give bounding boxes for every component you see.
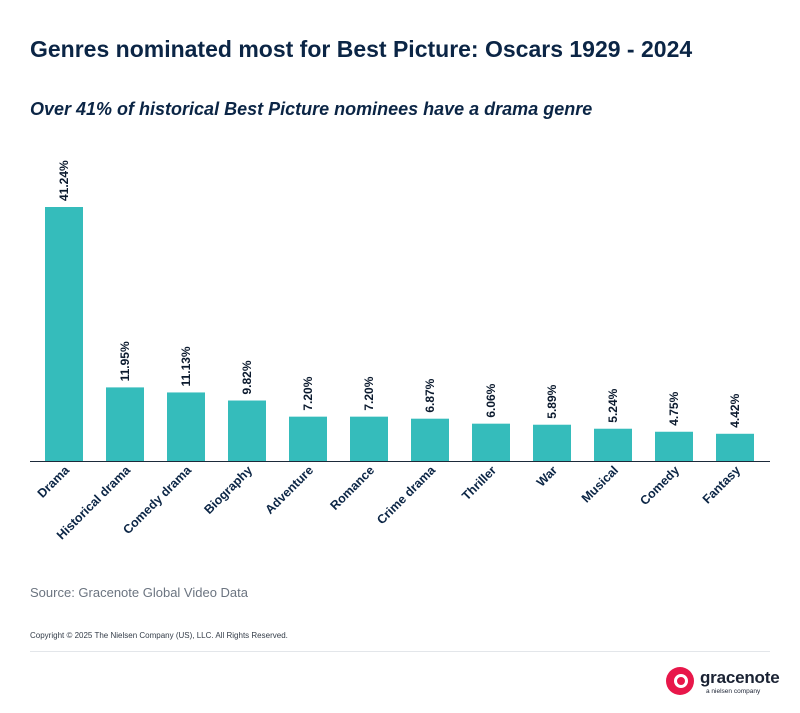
tick-label: Adventure <box>263 463 317 517</box>
bar <box>350 416 388 461</box>
data-label: 6.87% <box>423 378 437 412</box>
data-label: 4.42% <box>728 393 742 427</box>
gracenote-logo: gracenote a nielsen company <box>666 667 780 697</box>
bar <box>106 387 144 461</box>
tick-label: Crime drama <box>374 462 439 527</box>
bar <box>411 418 449 461</box>
chart-title: Genres nominated most for Best Picture: … <box>30 36 693 62</box>
bar <box>716 433 754 461</box>
data-label: 9.82% <box>240 360 254 394</box>
tick-label: Biography <box>202 463 256 517</box>
tick-label: Drama <box>35 462 73 500</box>
bar <box>472 423 510 461</box>
data-label: 6.06% <box>484 383 498 417</box>
bar <box>594 428 632 461</box>
tick-label: Musical <box>579 463 621 505</box>
data-label: 11.95% <box>118 341 132 381</box>
tick-label: Fantasy <box>700 463 743 506</box>
bar <box>533 424 571 461</box>
logo-tagline: a nielsen company <box>706 688 761 695</box>
data-label: 5.24% <box>606 388 620 422</box>
tick-label: Romance <box>327 463 377 513</box>
data-label: 7.20% <box>362 376 376 410</box>
data-label: 5.89% <box>545 384 559 418</box>
tick-label: Thriller <box>459 463 499 503</box>
copyright-note: Copyright © 2025 The Nielsen Company (US… <box>30 631 288 640</box>
bar <box>45 207 83 461</box>
bar <box>655 431 693 461</box>
footer-divider <box>30 651 770 652</box>
data-label: 7.20% <box>301 376 315 410</box>
tick-label: War <box>534 463 560 489</box>
bar <box>228 400 266 461</box>
logo-wordmark: gracenote <box>700 668 780 687</box>
chart-subtitle: Over 41% of historical Best Picture nomi… <box>30 99 593 119</box>
bar <box>167 392 205 461</box>
bar <box>289 416 327 461</box>
data-label: 11.13% <box>179 346 193 386</box>
gracenote-logo-icon <box>666 667 694 695</box>
source-note: Source: Gracenote Global Video Data <box>30 585 249 600</box>
tick-label: Comedy <box>637 463 682 508</box>
data-label: 41.24% <box>57 160 71 201</box>
data-label: 4.75% <box>667 391 681 425</box>
